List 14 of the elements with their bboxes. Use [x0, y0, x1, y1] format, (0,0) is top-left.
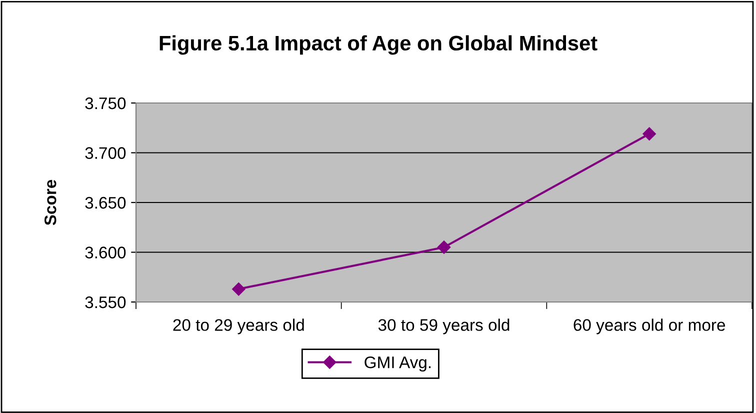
- y-tick-label: 3.600: [85, 246, 126, 258]
- y-tick-label: 3.700: [85, 147, 126, 159]
- point: [642, 127, 656, 140]
- legend-label: GMI Avg.: [364, 356, 431, 372]
- x-tick-label: 20 to 29 years old: [173, 318, 304, 334]
- point: [437, 240, 451, 254]
- x-tick-label: 60 years old or more: [574, 318, 726, 334]
- chart-title: Figure 5.1a Impact of Age on Global Mindset: [160, 35, 598, 55]
- y-tick-label: 3.550: [85, 296, 126, 308]
- y-axis-title: Score: [44, 180, 56, 226]
- x-tick-label: 30 to 59 years old: [378, 318, 510, 334]
- y-tick-label: 3.750: [85, 97, 126, 110]
- y-tick-label: 3.650: [85, 196, 126, 209]
- point: [232, 282, 246, 296]
